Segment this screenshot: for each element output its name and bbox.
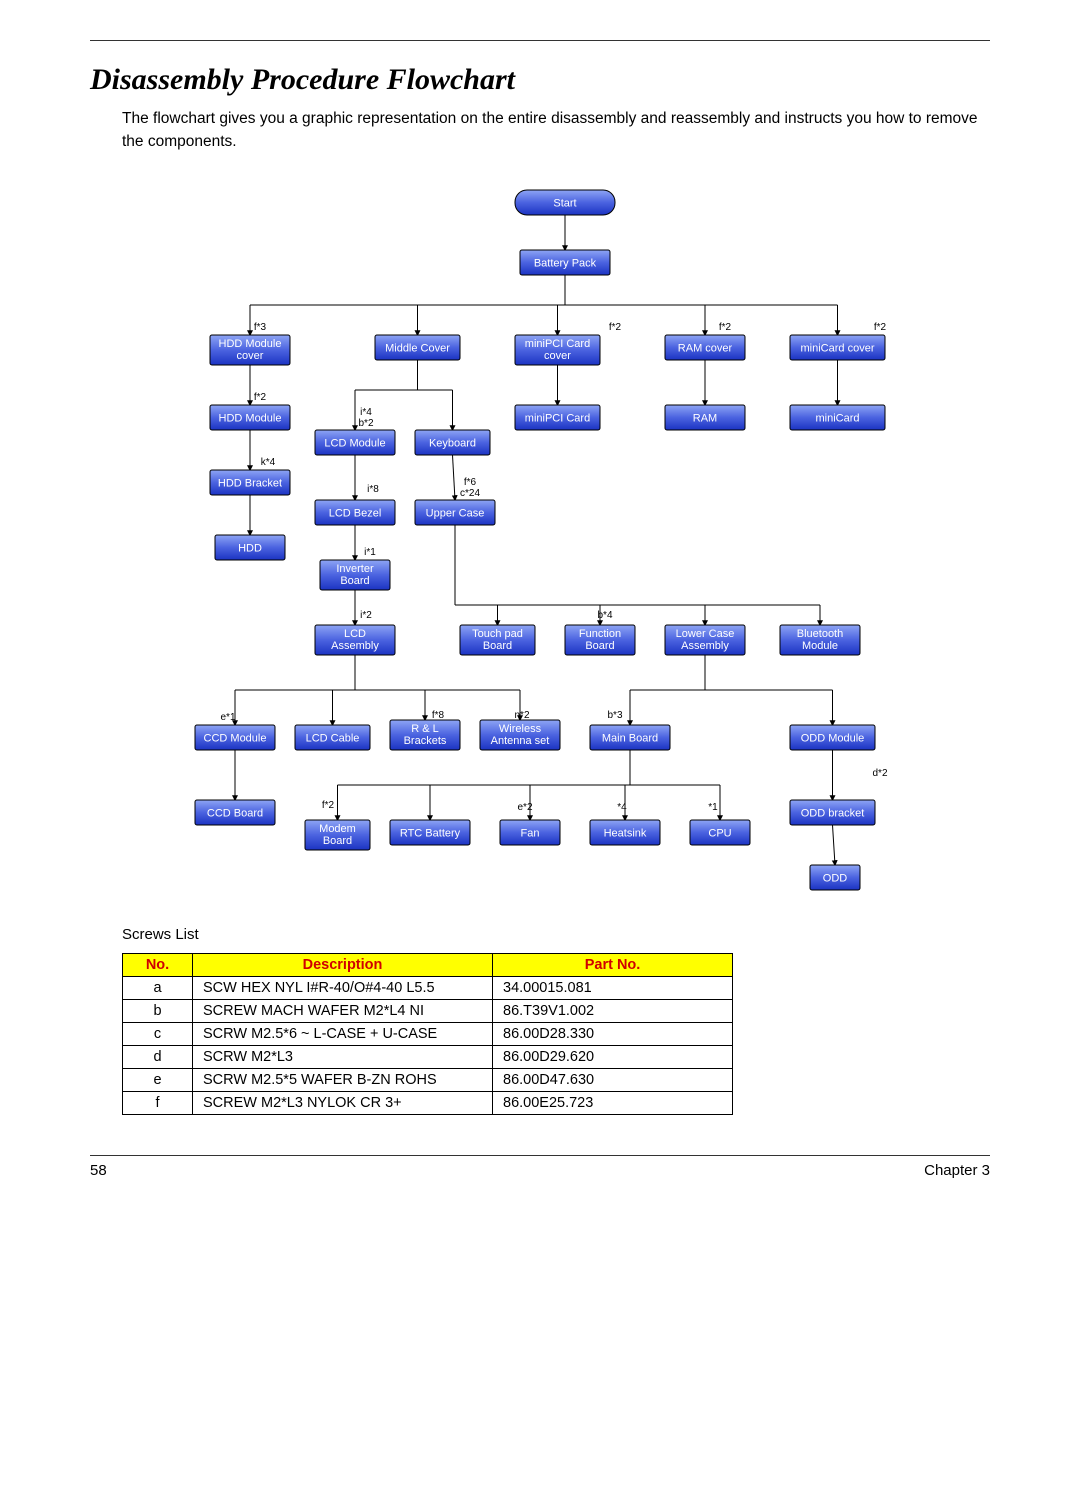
svg-text:Upper Case: Upper Case <box>426 507 485 519</box>
svg-text:LCD Cable: LCD Cable <box>306 732 360 744</box>
svg-text:ODD Module: ODD Module <box>801 732 865 744</box>
svg-text:f*2: f*2 <box>322 800 335 811</box>
svg-text:Function: Function <box>579 628 621 640</box>
svg-text:RAM: RAM <box>693 412 717 424</box>
svg-text:Assembly: Assembly <box>681 640 729 652</box>
page-number: 58 <box>90 1162 107 1179</box>
svg-text:RTC Battery: RTC Battery <box>400 827 461 839</box>
svg-text:i*2: i*2 <box>360 610 372 621</box>
svg-text:n*2: n*2 <box>514 710 529 721</box>
page-footer: 58 Chapter 3 <box>90 1155 990 1179</box>
flowchart-svg: StartBattery PackHDD ModulecoverMiddle C… <box>160 180 920 900</box>
svg-text:Assembly: Assembly <box>331 640 379 652</box>
svg-text:CPU: CPU <box>708 827 731 839</box>
svg-text:LCD Bezel: LCD Bezel <box>329 507 382 519</box>
svg-text:LCD Module: LCD Module <box>324 437 385 449</box>
screws-table: No. Description Part No. aSCW HEX NYL I#… <box>122 953 733 1115</box>
screws-heading: Screws List <box>122 926 990 943</box>
svg-text:Board: Board <box>483 640 512 652</box>
svg-text:Middle Cover: Middle Cover <box>385 342 450 354</box>
svg-text:R & L: R & L <box>411 723 439 735</box>
svg-text:Bluetooth: Bluetooth <box>797 628 843 640</box>
svg-text:f*2: f*2 <box>609 322 622 333</box>
table-row: fSCREW M2*L3 NYLOK CR 3+86.00E25.723 <box>123 1091 733 1114</box>
svg-text:RAM cover: RAM cover <box>678 342 733 354</box>
svg-text:c*24: c*24 <box>460 488 480 499</box>
svg-text:ODD: ODD <box>823 872 848 884</box>
svg-text:f*2: f*2 <box>874 322 887 333</box>
page-title: Disassembly Procedure Flowchart <box>90 63 990 97</box>
intro-text: The flowchart gives you a graphic repres… <box>122 107 990 154</box>
svg-text:miniCard cover: miniCard cover <box>801 342 875 354</box>
svg-text:e*1: e*1 <box>220 712 235 723</box>
table-row: aSCW HEX NYL I#R-40/O#4-40 L5.534.00015.… <box>123 976 733 999</box>
svg-text:ODD bracket: ODD bracket <box>801 807 865 819</box>
svg-text:Antenna set: Antenna set <box>491 735 550 747</box>
svg-text:miniPCI Card: miniPCI Card <box>525 412 590 424</box>
svg-text:Board: Board <box>585 640 614 652</box>
svg-text:Brackets: Brackets <box>404 735 447 747</box>
svg-text:Start: Start <box>553 197 576 209</box>
th-part: Part No. <box>493 953 733 976</box>
svg-text:Wireless: Wireless <box>499 723 542 735</box>
svg-text:Heatsink: Heatsink <box>604 827 647 839</box>
svg-text:*4: *4 <box>617 802 627 813</box>
svg-text:Module: Module <box>802 640 838 652</box>
table-row: cSCRW M2.5*6 ~ L-CASE + U-CASE86.00D28.3… <box>123 1022 733 1045</box>
svg-text:Modem: Modem <box>319 823 356 835</box>
svg-text:LCD: LCD <box>344 628 366 640</box>
svg-text:Fan: Fan <box>521 827 540 839</box>
svg-text:i*1: i*1 <box>364 547 376 558</box>
svg-text:Touch pad: Touch pad <box>472 628 523 640</box>
svg-text:*1: *1 <box>708 802 718 813</box>
svg-text:Main Board: Main Board <box>602 732 658 744</box>
svg-text:miniCard: miniCard <box>815 412 859 424</box>
svg-text:i*4: i*4 <box>360 407 372 418</box>
svg-text:i*8: i*8 <box>367 484 379 495</box>
table-row: bSCREW MACH WAFER M2*L4 NI86.T39V1.002 <box>123 999 733 1022</box>
table-row: eSCRW M2.5*5 WAFER B-ZN ROHS86.00D47.630 <box>123 1068 733 1091</box>
svg-text:Keyboard: Keyboard <box>429 437 476 449</box>
svg-text:cover: cover <box>237 350 264 362</box>
svg-text:cover: cover <box>544 350 571 362</box>
svg-text:CCD Module: CCD Module <box>204 732 267 744</box>
svg-text:f*8: f*8 <box>432 710 445 721</box>
svg-text:HDD: HDD <box>238 542 262 554</box>
top-rule <box>90 40 990 41</box>
svg-text:d*2: d*2 <box>872 768 887 779</box>
svg-text:b*4: b*4 <box>597 610 612 621</box>
svg-text:HDD Module: HDD Module <box>219 338 282 350</box>
svg-text:miniPCI Card: miniPCI Card <box>525 338 590 350</box>
table-row: dSCRW M2*L386.00D29.620 <box>123 1045 733 1068</box>
th-desc: Description <box>193 953 493 976</box>
svg-text:b*3: b*3 <box>607 710 622 721</box>
svg-text:b*2: b*2 <box>358 418 373 429</box>
svg-text:e*2: e*2 <box>517 802 532 813</box>
svg-text:Lower Case: Lower Case <box>676 628 735 640</box>
svg-text:CCD Board: CCD Board <box>207 807 263 819</box>
chapter-label: Chapter 3 <box>924 1162 990 1179</box>
svg-text:Board: Board <box>340 575 369 587</box>
svg-text:Board: Board <box>323 835 352 847</box>
svg-text:f*2: f*2 <box>254 392 267 403</box>
svg-text:f*6: f*6 <box>464 477 477 488</box>
svg-text:HDD Bracket: HDD Bracket <box>218 477 282 489</box>
svg-text:HDD Module: HDD Module <box>219 412 282 424</box>
svg-text:f*3: f*3 <box>254 322 267 333</box>
svg-text:f*2: f*2 <box>719 322 732 333</box>
svg-text:k*4: k*4 <box>261 457 276 468</box>
th-no: No. <box>123 953 193 976</box>
svg-text:Inverter: Inverter <box>336 563 374 575</box>
svg-text:Battery Pack: Battery Pack <box>534 257 597 269</box>
